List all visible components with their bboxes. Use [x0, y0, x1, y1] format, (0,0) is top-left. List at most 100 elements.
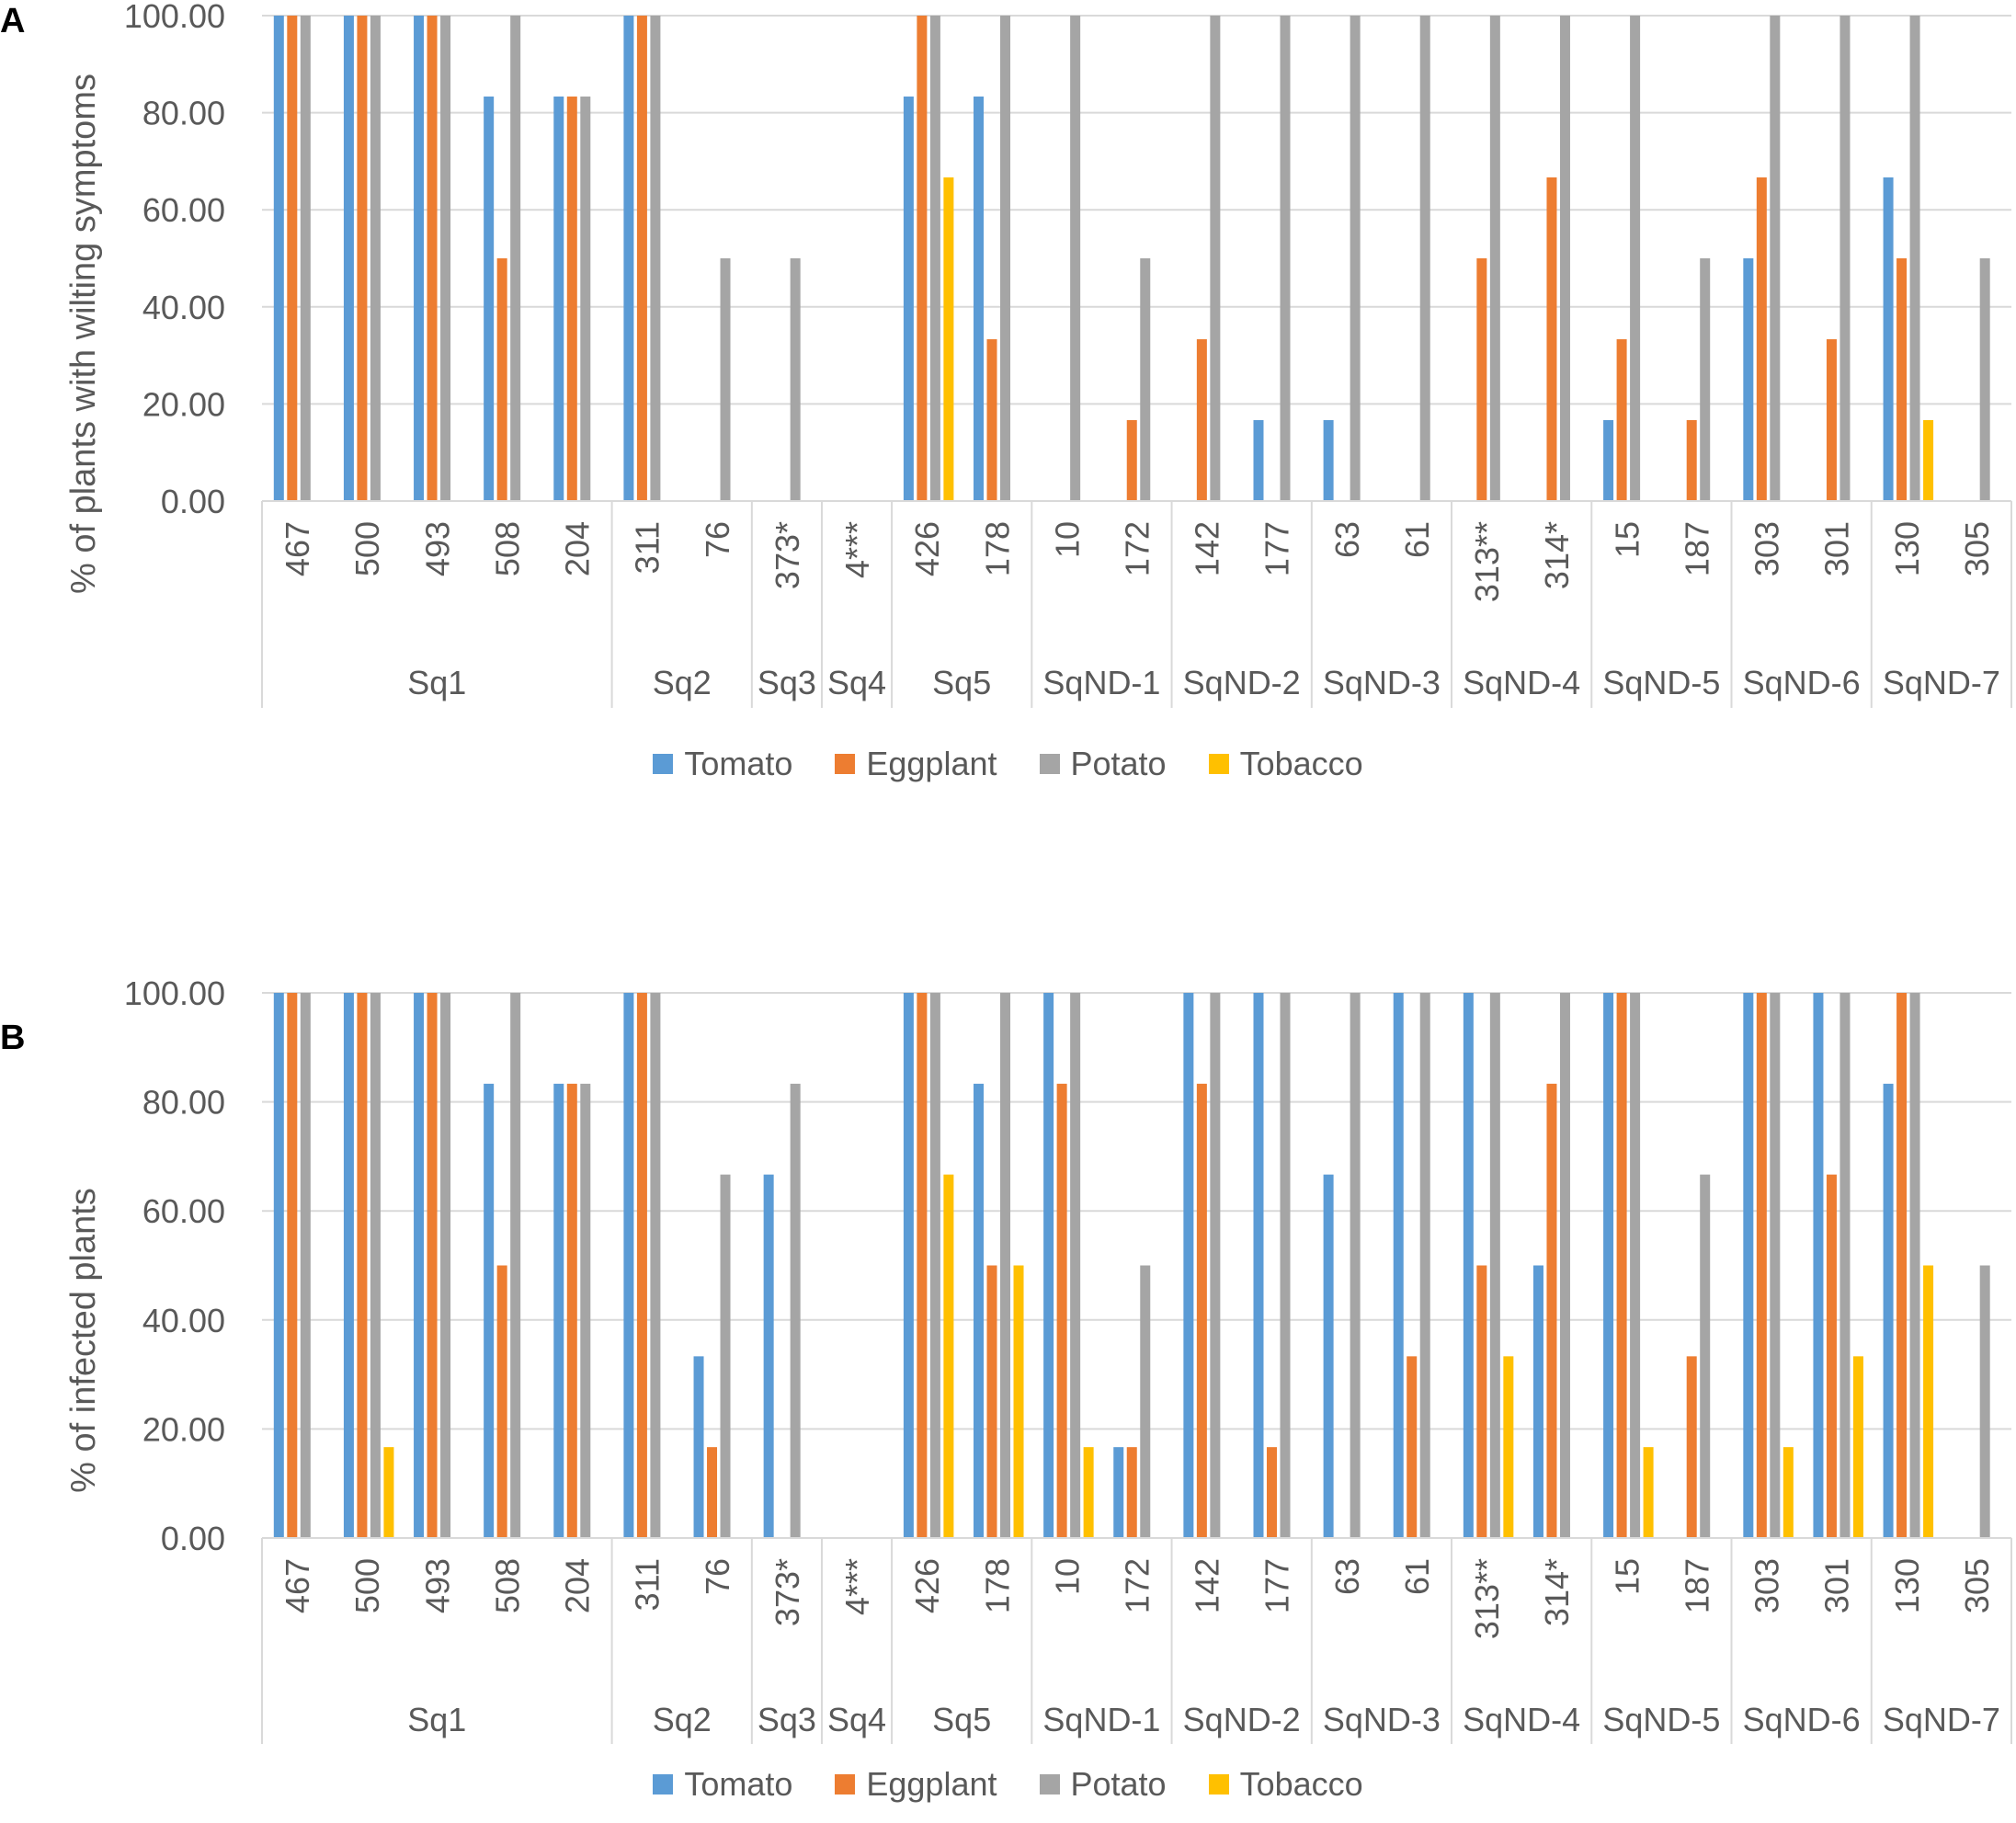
chart-panel-a: A % of plants with wilting symptoms 0.00… — [0, 0, 2016, 827]
y-tick-label: 80.00 — [142, 1084, 225, 1122]
x-tick-label: 177 — [1259, 521, 1296, 576]
legend-swatch — [835, 1774, 856, 1795]
bar-potato-493 — [440, 993, 451, 1538]
y-tick-label: 0.00 — [161, 1520, 225, 1557]
bar-tomato-467 — [273, 993, 284, 1538]
x-tick-label: 373* — [769, 521, 806, 589]
x-tick-label: 311 — [629, 1558, 666, 1611]
bar-potato-313 — [1489, 16, 1500, 501]
bar-tomato-204 — [553, 97, 564, 501]
x-tick-label: 305 — [1958, 521, 1996, 576]
bar-eggplant-204 — [566, 97, 577, 501]
bar-potato-63 — [1350, 993, 1361, 1538]
group-label: SqND-1 — [1042, 664, 1160, 701]
bar-potato-10 — [1070, 16, 1081, 501]
x-tick-label: 204 — [559, 1558, 597, 1613]
legend-label: Tomato — [684, 745, 793, 782]
x-tick-label: 426 — [908, 521, 946, 576]
bar-potato-426 — [929, 16, 940, 501]
bar-potato-76 — [720, 1174, 731, 1538]
bar-potato-142 — [1210, 16, 1221, 501]
bar-eggplant-314 — [1546, 1083, 1557, 1538]
x-tick-label: 311 — [629, 521, 666, 574]
x-tick-label: 63 — [1328, 521, 1366, 558]
bar-eggplant-187 — [1686, 419, 1697, 501]
legend-label: Potato — [1070, 745, 1167, 782]
bar-tobacco-426 — [943, 1174, 954, 1538]
group-label: Sq5 — [932, 664, 991, 701]
bar-tomato-63 — [1323, 1174, 1334, 1538]
bar-potato-314 — [1559, 16, 1570, 501]
bar-potato-493 — [440, 16, 451, 501]
bar-chart-a: 0.00 20.00 40.00 60.00 80.00 100.00 467 500 493 5… — [124, 0, 2012, 708]
x-tick-label: 15 — [1608, 521, 1646, 558]
group-label: SqND-5 — [1602, 664, 1720, 701]
bar-eggplant-508 — [496, 258, 507, 501]
bar-tobacco-178 — [1013, 1265, 1024, 1538]
bar-tobacco-15 — [1643, 1447, 1654, 1538]
bar-tomato-508 — [484, 1083, 495, 1538]
x-tick-label: 493 — [418, 521, 456, 576]
bar-potato-301 — [1839, 16, 1851, 501]
bar-tobacco-130 — [1923, 1265, 1934, 1538]
x-tick-label: 10 — [1048, 521, 1086, 558]
bar-eggplant-500 — [357, 16, 368, 501]
bar-potato-204 — [580, 1083, 591, 1538]
bar-potato-178 — [1000, 993, 1011, 1538]
bar-eggplant-314 — [1546, 177, 1557, 501]
x-tick-label: 172 — [1119, 1558, 1156, 1613]
x-tick-label: 142 — [1189, 1558, 1226, 1613]
legend-swatch — [653, 1774, 674, 1795]
panel-label-a: A — [0, 2, 26, 40]
x-tick-label: 303 — [1748, 521, 1786, 576]
bar-potato-311 — [650, 16, 661, 501]
bar-potato-311 — [650, 993, 661, 1538]
legend-label: Eggplant — [866, 1765, 997, 1803]
bar-tomato-500 — [343, 16, 354, 501]
bar-tomato-314 — [1532, 1265, 1543, 1538]
bar-tomato-63 — [1323, 419, 1334, 501]
bar-potato-142 — [1210, 993, 1221, 1538]
bar-eggplant-15 — [1616, 993, 1627, 1538]
y-tick-label: 20.00 — [142, 1410, 225, 1448]
bar-eggplant-76 — [707, 1447, 718, 1538]
legend-item-potato: Potato — [1039, 745, 1167, 783]
group-label: SqND-2 — [1183, 664, 1301, 701]
bar-potato-467 — [300, 993, 311, 1538]
bar-tomato-15 — [1603, 419, 1614, 501]
bar-tomato-493 — [414, 16, 425, 501]
group-label: Sq1 — [407, 1701, 466, 1738]
bar-tobacco-10 — [1083, 1447, 1094, 1538]
y-tick-label: 40.00 — [142, 289, 225, 326]
bar-potato-204 — [580, 97, 591, 501]
bar-potato-177 — [1280, 993, 1291, 1538]
legend-swatch — [1039, 1774, 1060, 1795]
group-label: Sq4 — [827, 1701, 886, 1738]
bar-potato-301 — [1839, 993, 1851, 1538]
legend-label: Tobacco — [1239, 745, 1363, 782]
bar-tomato-142 — [1183, 993, 1194, 1538]
x-tick-label: 15 — [1608, 1558, 1646, 1595]
bar-eggplant-426 — [917, 16, 928, 501]
bar-potato-15 — [1630, 16, 1641, 501]
x-tick-label: 313** — [1468, 521, 1506, 602]
bar-eggplant-172 — [1126, 1447, 1137, 1538]
legend-b: Tomato Eggplant Potato Tobacco — [0, 1765, 2016, 1804]
x-tick-label: 500 — [348, 521, 386, 576]
legend-item-tobacco: Tobacco — [1208, 1765, 1363, 1804]
bar-tomato-313 — [1463, 993, 1474, 1538]
legend-swatch — [1039, 754, 1060, 774]
legend-swatch — [1208, 754, 1229, 774]
legend-item-tomato: Tomato — [653, 1765, 792, 1804]
bar-eggplant-15 — [1616, 339, 1627, 501]
bar-eggplant-303 — [1756, 993, 1767, 1538]
x-tick-label: 187 — [1678, 521, 1715, 576]
x-tick-label: 301 — [1818, 1558, 1856, 1613]
group-label: SqND-6 — [1743, 664, 1861, 701]
bar-tobacco-500 — [383, 1447, 394, 1538]
bar-eggplant-313 — [1476, 258, 1487, 501]
group-label: Sq1 — [407, 664, 466, 701]
legend-label: Eggplant — [866, 745, 997, 782]
legend-item-potato: Potato — [1039, 1765, 1167, 1804]
x-tick-label: 178 — [978, 1558, 1016, 1613]
